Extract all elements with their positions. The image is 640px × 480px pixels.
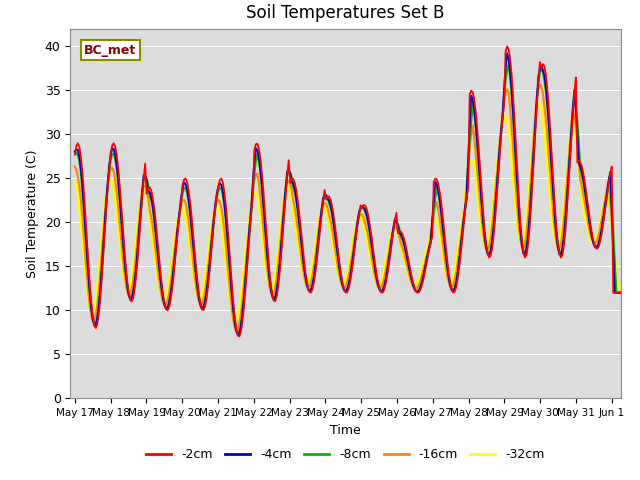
- Y-axis label: Soil Temperature (C): Soil Temperature (C): [26, 149, 39, 278]
- X-axis label: Time: Time: [330, 424, 361, 437]
- Legend: -2cm, -4cm, -8cm, -16cm, -32cm: -2cm, -4cm, -8cm, -16cm, -32cm: [141, 443, 550, 466]
- Text: BC_met: BC_met: [84, 44, 136, 57]
- Title: Soil Temperatures Set B: Soil Temperatures Set B: [246, 4, 445, 22]
